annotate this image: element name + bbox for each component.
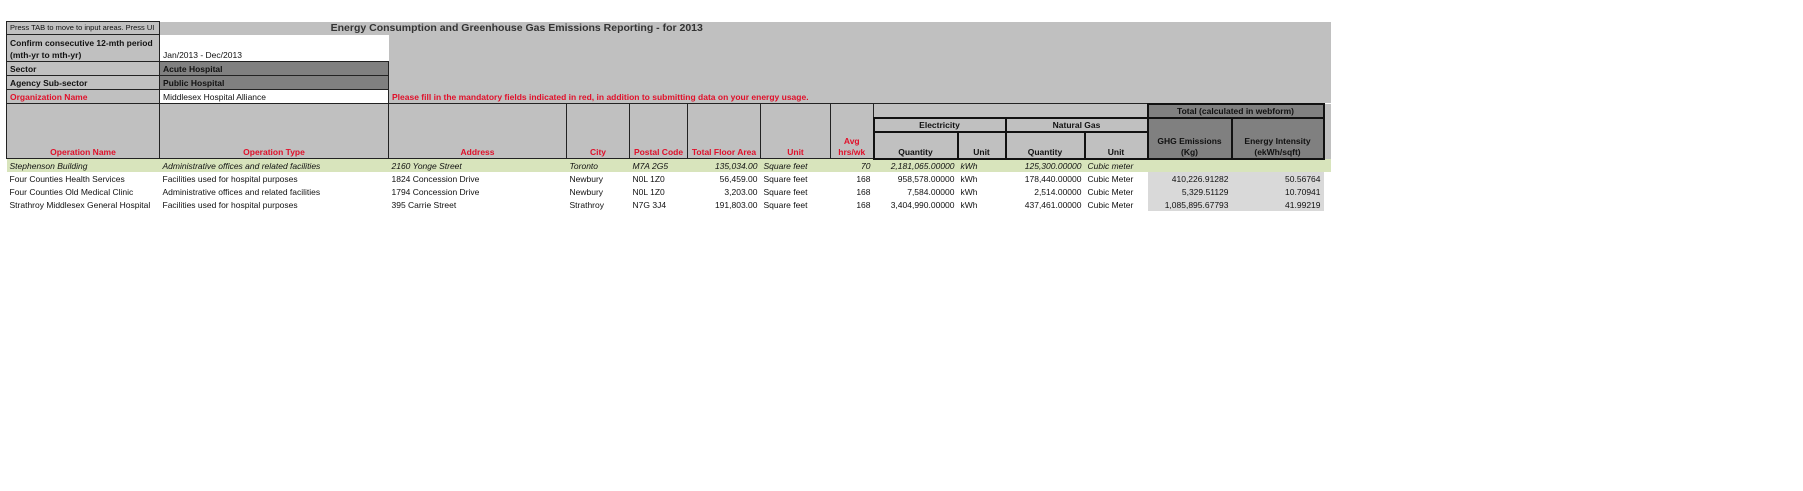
cell-elec-unit[interactable]: kWh (960, 173, 978, 184)
cell-address[interactable]: 395 Carrie Street (391, 199, 457, 210)
cell-unit[interactable]: Square feet (763, 173, 808, 184)
cell-gas-unit[interactable]: Cubic Meter (1087, 173, 1134, 184)
mandatory-message: Please fill in the mandatory fields indi… (388, 89, 1331, 104)
cell-address[interactable]: 1794 Concession Drive (391, 186, 480, 197)
cell-gas-qty[interactable]: 178,440.00000 (1024, 173, 1082, 184)
press-tab-note: Press TAB to move to input areas. Press … (6, 21, 160, 35)
cell-gas-qty[interactable]: 2,514.00000 (1034, 186, 1082, 197)
table-row[interactable]: Four Counties Old Medical Clinic Administ… (7, 184, 1331, 198)
cell-elec-unit[interactable]: kWh (960, 186, 978, 197)
cell-elec-unit[interactable]: kWh (960, 199, 978, 210)
cell-type[interactable]: Administrative offices and related facil… (162, 186, 321, 197)
cell-address[interactable]: 1824 Concession Drive (391, 173, 480, 184)
cell-ghg[interactable] (1147, 158, 1232, 172)
cell-intensity[interactable] (1231, 158, 1324, 172)
header-elec-quantity: Quantity (872, 130, 959, 160)
header-operation-name: Operation Name (6, 103, 160, 159)
cell-ghg[interactable]: 5,329.51129 (1147, 184, 1232, 198)
table-row[interactable]: Strathroy Middlesex General Hospital Faci… (7, 197, 1331, 211)
cell-city[interactable]: Newbury (569, 186, 604, 197)
cell-intensity[interactable]: 10.70941 (1231, 184, 1324, 198)
energy-report-sheet: Press TAB to move to input areas. Press … (6, 21, 1331, 211)
period-input[interactable]: Jan/2013 - Dec/2013 (159, 34, 389, 62)
cell-elec-qty[interactable]: 2,181,065.00000 (873, 158, 958, 172)
period-label: Confirm consecutive 12-mth period (mth-y… (6, 34, 160, 62)
cell-name[interactable]: Four Counties Health Services (9, 173, 125, 184)
sector-label: Sector (6, 61, 160, 76)
org-input[interactable]: Middlesex Hospital Alliance (159, 89, 389, 104)
cell-area[interactable]: 191,803.00 (714, 199, 758, 210)
cell-address[interactable]: 2160 Yonge Street (388, 158, 567, 172)
header-avg-hrs: Avg hrs/wk (830, 103, 874, 159)
table-row[interactable]: Stephenson Building Administrative office… (6, 158, 1331, 172)
cell-unit[interactable]: Square feet (763, 186, 808, 197)
subsector-label: Agency Sub-sector (6, 75, 160, 90)
cell-ghg[interactable]: 410,226.91282 (1147, 171, 1232, 185)
header-postal-code: Postal Code (629, 103, 688, 159)
cell-gas-qty[interactable]: 437,461.00000 (1024, 199, 1082, 210)
cell-hrs[interactable]: 168 (856, 186, 871, 197)
cell-hrs[interactable]: 168 (856, 173, 871, 184)
cell-intensity[interactable]: 50.56764 (1231, 171, 1324, 185)
cell-type[interactable]: Facilities used for hospital purposes (162, 173, 298, 184)
header-electricity: Electricity (872, 116, 1007, 133)
cell-postal[interactable]: N7G 3J4 (632, 199, 667, 210)
table-row[interactable]: Four Counties Health Services Facilities … (7, 171, 1331, 185)
cell-postal[interactable]: N0L 1Z0 (632, 173, 665, 184)
cell-name[interactable]: Four Counties Old Medical Clinic (9, 186, 134, 197)
cell-city[interactable]: Strathroy (569, 199, 605, 210)
sector-value[interactable]: Acute Hospital (159, 61, 389, 76)
cell-name[interactable]: Stephenson Building (6, 158, 160, 172)
cell-elec-qty[interactable]: 7,584.00000 (907, 186, 955, 197)
cell-elec-qty[interactable]: 958,578.00000 (897, 173, 955, 184)
cell-area[interactable]: 56,459.00 (719, 173, 758, 184)
cell-gas-unit[interactable]: Cubic Meter (1087, 199, 1134, 210)
cell-name[interactable]: Strathroy Middlesex General Hospital (9, 199, 151, 210)
cell-unit[interactable]: Square feet (760, 158, 831, 172)
cell-city[interactable]: Toronto (566, 158, 630, 172)
header-gas-quantity: Quantity (1004, 130, 1086, 160)
header-gas-unit: Unit (1083, 130, 1149, 160)
header-ghg: GHG Emissions (Kg) (1146, 116, 1233, 160)
cell-hrs[interactable]: 168 (856, 199, 871, 210)
cell-intensity[interactable]: 41.99219 (1231, 197, 1324, 211)
header-city: City (566, 103, 630, 159)
cell-gas-qty[interactable]: 125,300.00000 (1005, 158, 1085, 172)
cell-elec-unit[interactable]: kWh (957, 158, 1006, 172)
cell-gas-unit[interactable]: Cubic Meter (1087, 186, 1134, 197)
cell-hrs[interactable]: 70 (830, 158, 874, 172)
cell-postal[interactable]: M7A 2G5 (629, 158, 688, 172)
header-operation-type: Operation Type (159, 103, 389, 159)
header-floor-area: Total Floor Area (687, 103, 761, 159)
sheet-title: Energy Consumption and Greenhouse Gas Em… (159, 21, 874, 35)
cell-gas-unit[interactable]: Cubic meter (1084, 158, 1148, 172)
cell-unit[interactable]: Square feet (763, 199, 808, 210)
cell-ghg[interactable]: 1,085,895.67793 (1147, 197, 1232, 211)
header-total: Total (calculated in webform) (1146, 102, 1325, 119)
org-label: Organization Name (6, 89, 160, 104)
subsector-value[interactable]: Public Hospital (159, 75, 389, 90)
cell-postal[interactable]: N0L 1Z0 (632, 186, 665, 197)
cell-area[interactable]: 3,203.00 (724, 186, 758, 197)
header-unit: Unit (760, 103, 831, 159)
cell-area[interactable]: 135,034.00 (687, 158, 761, 172)
header-natural-gas: Natural Gas (1004, 116, 1149, 133)
header-elec-unit: Unit (956, 130, 1007, 160)
cell-city[interactable]: Newbury (569, 173, 604, 184)
cell-type[interactable]: Administrative offices and related facil… (159, 158, 389, 172)
cell-elec-qty[interactable]: 3,404,990.00000 (890, 199, 955, 210)
cell-type[interactable]: Facilities used for hospital purposes (162, 199, 298, 210)
header-intensity: Energy Intensity (ekWh/sqft) (1230, 116, 1325, 160)
header-address: Address (388, 103, 567, 159)
